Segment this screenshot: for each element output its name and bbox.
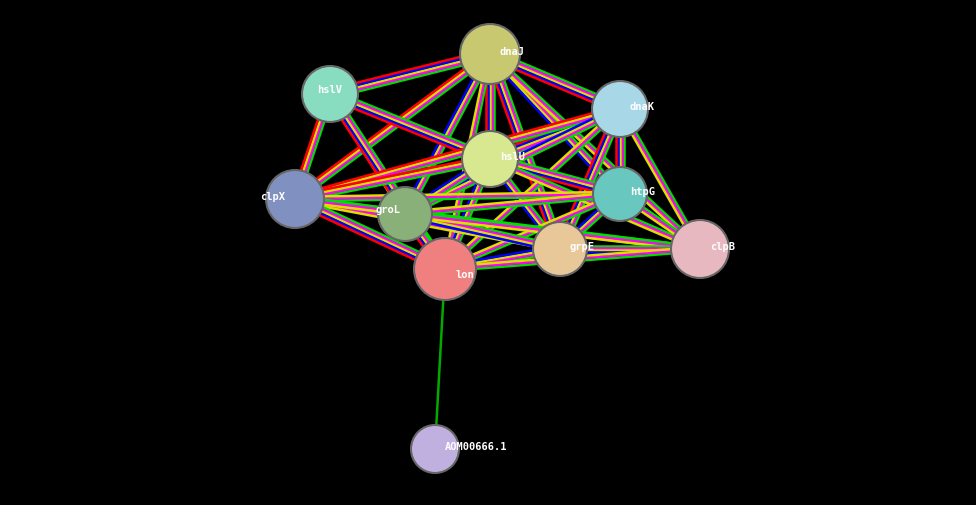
Circle shape: [302, 67, 358, 123]
Text: dnaK: dnaK: [630, 102, 655, 112]
Circle shape: [462, 132, 518, 188]
Circle shape: [378, 188, 432, 241]
Text: htpG: htpG: [630, 187, 655, 196]
Circle shape: [593, 168, 647, 222]
Circle shape: [533, 223, 587, 276]
Text: dnaJ: dnaJ: [500, 47, 525, 57]
Text: AOM00666.1: AOM00666.1: [445, 441, 508, 451]
Text: clpX: clpX: [260, 191, 285, 201]
Text: groL: groL: [375, 205, 400, 215]
Circle shape: [414, 238, 476, 300]
Circle shape: [411, 425, 459, 473]
Text: clpB: clpB: [710, 241, 735, 251]
Text: grpE: grpE: [570, 241, 595, 251]
Circle shape: [671, 221, 729, 278]
Circle shape: [460, 25, 520, 85]
Circle shape: [266, 171, 324, 229]
Text: hslV: hslV: [317, 85, 343, 95]
Text: hslU: hslU: [500, 152, 525, 162]
Text: lon: lon: [455, 270, 473, 279]
Circle shape: [592, 82, 648, 138]
